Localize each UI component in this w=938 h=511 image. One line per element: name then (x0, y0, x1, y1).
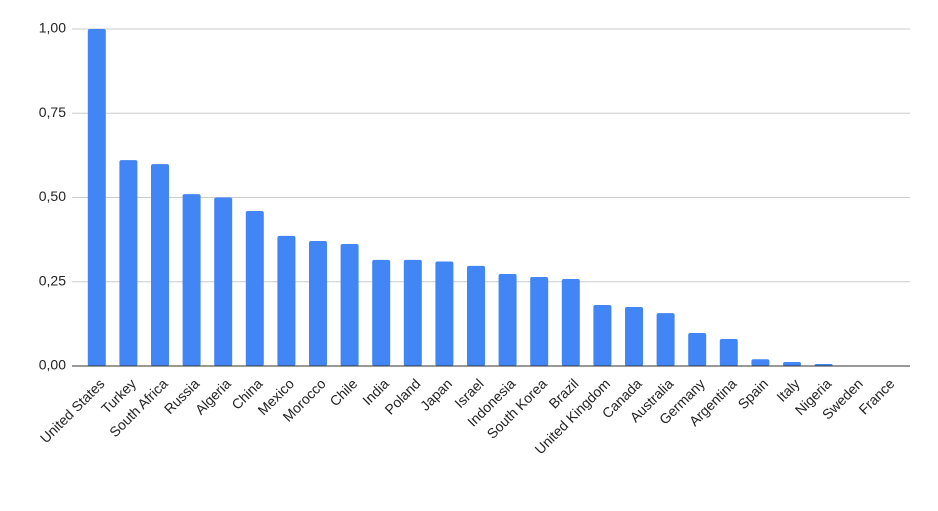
y-tick-label: 1,00 (39, 20, 66, 36)
bar (403, 259, 422, 366)
bar (593, 305, 612, 366)
bar (783, 361, 801, 366)
bar (182, 194, 201, 366)
bar (467, 265, 485, 366)
bar (814, 363, 833, 366)
bar (277, 235, 296, 366)
bar (625, 307, 643, 366)
bar (245, 210, 264, 366)
y-tick-label: 0,00 (39, 357, 66, 373)
x-tick-label: Japan (417, 375, 455, 413)
x-tick-label: Poland (381, 375, 423, 417)
bar (561, 279, 580, 366)
bar (688, 332, 707, 366)
y-tick-label: 0,50 (39, 188, 66, 204)
bar (656, 313, 675, 366)
bar (498, 273, 517, 366)
x-tick-label: Spain (735, 375, 772, 412)
x-tick-label: France (855, 375, 897, 417)
bar (719, 339, 738, 366)
bar (372, 259, 391, 366)
bar (87, 29, 106, 366)
y-tick-label: 0,25 (39, 272, 66, 288)
bar (751, 359, 770, 366)
x-tick-label: Algeria (192, 375, 234, 417)
bar (214, 197, 233, 366)
bar (340, 244, 359, 366)
y-tick-label: 0,75 (39, 104, 66, 120)
bar (151, 164, 169, 366)
bar (309, 240, 327, 366)
bar (435, 261, 454, 366)
x-tick-label: Chile (326, 375, 360, 409)
bar (119, 160, 138, 366)
bar (530, 277, 549, 366)
x-tick-label: United States (37, 375, 108, 446)
